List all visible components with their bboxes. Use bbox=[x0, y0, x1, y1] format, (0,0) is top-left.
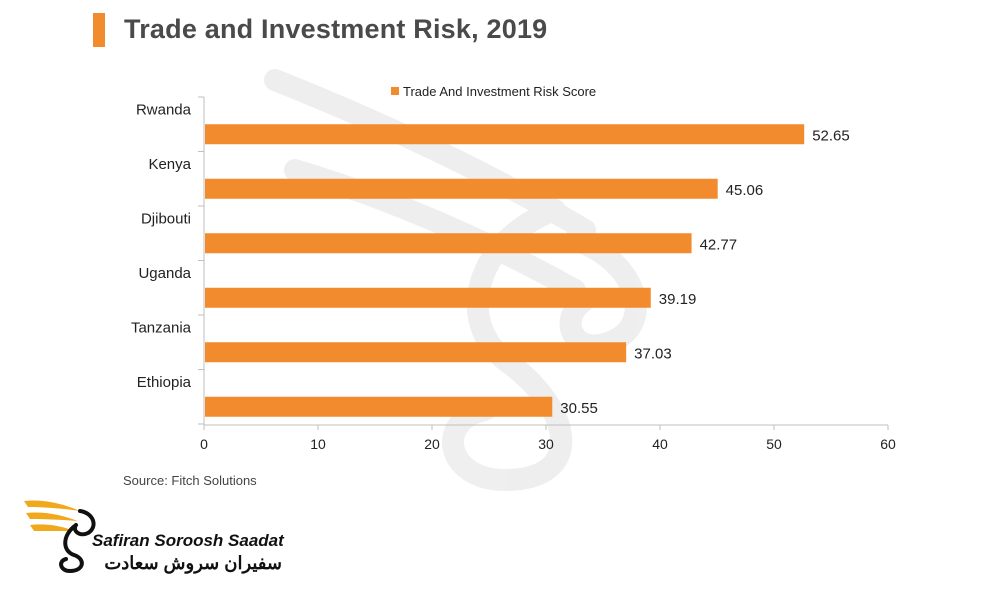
source-note: Source: Fitch Solutions bbox=[123, 473, 257, 488]
page-title: Trade and Investment Risk, 2019 bbox=[124, 14, 548, 44]
x-tick-label: 40 bbox=[652, 436, 668, 452]
x-tick-label: 50 bbox=[766, 436, 782, 452]
bar-rwanda bbox=[205, 124, 805, 145]
bar-djibouti bbox=[205, 233, 692, 254]
bar-ethiopia bbox=[205, 396, 553, 417]
bar-value-label: 45.06 bbox=[726, 182, 764, 199]
brand-name-persian: سفیران سروش سعادت bbox=[104, 553, 282, 573]
logo-bird-icon bbox=[24, 500, 96, 574]
category-label: Djibouti bbox=[141, 210, 191, 227]
bar-value-label: 37.03 bbox=[634, 345, 672, 362]
title-accent-bar bbox=[93, 13, 105, 47]
category-label: Kenya bbox=[148, 156, 191, 173]
category-label: Ethiopia bbox=[137, 374, 192, 391]
bar-uganda bbox=[205, 287, 651, 308]
chart-legend: Trade And Investment Risk Score bbox=[391, 84, 596, 99]
bar-value-label: 30.55 bbox=[560, 400, 598, 417]
bar-value-label: 52.65 bbox=[812, 127, 850, 144]
category-label: Rwanda bbox=[136, 101, 192, 118]
bar-kenya bbox=[205, 178, 718, 199]
brand-name-english: Safiran Soroosh Saadat bbox=[92, 531, 284, 550]
x-tick-label: 20 bbox=[424, 436, 440, 452]
x-tick-label: 10 bbox=[310, 436, 326, 452]
legend-swatch bbox=[391, 87, 399, 95]
category-label: Uganda bbox=[138, 265, 191, 282]
x-tick-label: 30 bbox=[538, 436, 554, 452]
category-label: Tanzania bbox=[131, 319, 192, 336]
bar-tanzania bbox=[205, 342, 627, 363]
x-tick-label: 60 bbox=[880, 436, 896, 452]
bar-value-label: 42.77 bbox=[700, 236, 738, 253]
legend-label: Trade And Investment Risk Score bbox=[403, 84, 596, 99]
x-tick-label: 0 bbox=[200, 436, 208, 452]
bar-value-label: 39.19 bbox=[659, 291, 697, 308]
